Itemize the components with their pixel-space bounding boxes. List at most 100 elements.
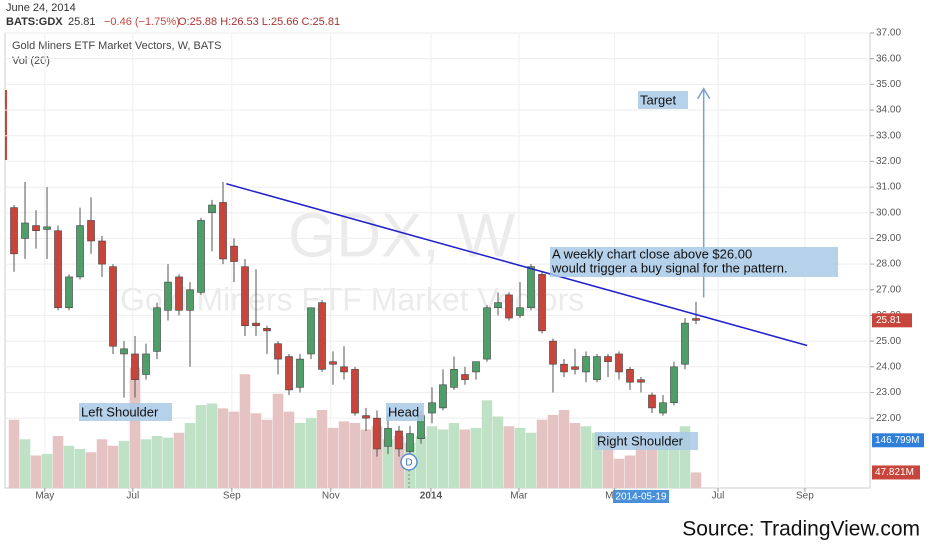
candle-body [461,374,469,380]
candle-body [296,358,304,388]
header-change: −0.46 (−1.75%) [104,16,180,28]
y-tick-label: 37.00 [876,28,901,39]
candle-body [241,266,249,327]
x-tick-label: May [35,491,54,502]
x-tick-label: Sep [796,491,814,502]
note-text: A weekly chart close above $26.00 [552,246,752,261]
candle-body [142,353,150,375]
candle-body [604,356,612,362]
candle-body [384,428,392,447]
volume-bar [349,423,361,488]
volume-bar [85,452,97,488]
annotation-box [595,432,698,450]
candle-body [285,356,293,391]
volume-tag [872,465,920,480]
x-tick-label: Mar [510,491,528,502]
candle-body [450,369,458,388]
candle-body [186,289,194,311]
annotation-box [79,403,172,421]
volume-bar [74,449,86,488]
candle-body [208,204,216,214]
volume-bar [305,418,317,488]
volume-bar [536,419,548,488]
crosshair-date: 2014-05-19 [615,492,667,503]
annotation: Head [388,404,419,419]
volume-bar [52,436,64,488]
volume-bar [96,439,108,488]
x-tick-label: Sep [223,491,241,502]
volume-bar [19,439,31,488]
volume-bar [184,423,196,488]
volume-bar [503,426,515,488]
volume-bar [690,472,702,488]
candle-body [329,361,337,365]
annotation-box [638,91,688,109]
volume-bar [624,455,636,488]
volume-bar [426,426,438,488]
candle-body [648,394,656,409]
volume-bar [679,426,691,488]
candle-body [571,366,579,370]
candle-body [406,433,414,452]
volume-bar [327,427,339,488]
volume-ma-label: 146.799M [875,435,919,446]
x-tick-label: Jul [712,491,725,502]
volume-bar [118,440,130,488]
volume-bar [338,421,350,488]
candle-body [10,207,18,255]
volume-bar [646,445,658,488]
volume-bar [602,436,614,488]
candle-body [593,356,601,380]
volume-bar [316,410,328,488]
volume-bar [140,439,152,488]
volume-title: Vol (20) [12,55,50,67]
volume-bar [371,426,383,488]
candle-body [252,322,260,327]
note-text: would trigger a buy signal for the patte… [551,260,788,275]
volume-bar [239,374,251,488]
volume-bar [437,429,449,488]
y-tick-label: 35.00 [876,79,901,90]
y-tick-label: 22.00 [876,413,901,424]
volume-bar [294,423,306,488]
x-tick-label: Nov [322,491,340,502]
header-date: June 24, 2014 [6,2,76,14]
volume-bar [283,411,295,488]
candle-body [670,366,678,404]
annotation: Target [640,92,677,107]
volume-bar [30,455,42,488]
y-tick-label: 33.00 [876,130,901,141]
candle-body [692,318,700,321]
candle-body [582,356,590,373]
y-tick-label: 25.00 [876,336,901,347]
volume-bar [228,411,240,488]
trendline [226,183,808,347]
crosshair-date-box [612,490,669,503]
candle-body [516,307,524,316]
candle-body [659,402,667,414]
candle-body [637,379,645,383]
volume-bar [393,436,405,488]
candle-body [494,302,502,309]
volume-bar [360,429,372,488]
candle-body [428,402,436,414]
price-tag-label: 25.81 [876,315,901,326]
volume-bar [415,436,427,488]
candle-body [164,281,172,311]
annotation: Right Shoulder [597,433,684,448]
candle-body [527,266,535,309]
volume-bar [448,423,460,488]
candle-body [109,266,117,347]
header-symbol: BATS:GDX [6,16,63,28]
volume-bar [580,426,592,488]
y-tick-label: 32.00 [876,156,901,167]
volume-bar [41,453,53,488]
volume-bar [569,423,581,488]
header-ohlc: O:25.88 H:26.53 L:25.66 C:25.81 [178,16,340,28]
volume-bar [382,439,394,488]
volume-ma-tag [872,433,924,448]
y-tick-label: 36.00 [876,53,901,64]
volume-bar [173,432,185,488]
candle-body [54,230,62,309]
